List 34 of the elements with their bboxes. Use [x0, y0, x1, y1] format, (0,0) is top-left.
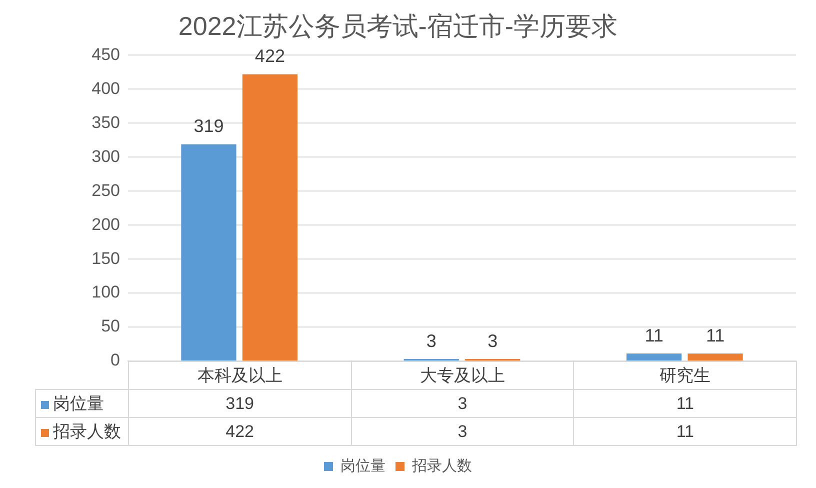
text: 岗位量: [340, 458, 386, 475]
y-tick-label: 0: [110, 350, 120, 370]
bar: [181, 144, 236, 360]
annotation: 3: [488, 330, 498, 351]
x-tick-label: 研究生: [574, 362, 796, 390]
legend-label: 岗位量: [36, 390, 128, 418]
data-label: 422: [128, 418, 352, 446]
annotation: 319: [194, 116, 224, 136]
y-tick-label: 100: [92, 282, 120, 302]
text: 招录人数: [53, 422, 121, 441]
y-tick-label: 150: [92, 248, 120, 268]
bar: [688, 354, 743, 360]
y-tick-label: 200: [92, 214, 120, 234]
y-tick-label: 300: [92, 146, 120, 166]
data-label: 319: [128, 390, 352, 418]
bar: [242, 74, 298, 360]
data-label: 3: [351, 390, 574, 418]
y-tick-label: 400: [92, 78, 120, 98]
y-tick-label: 350: [92, 112, 120, 132]
y-tick-label: 450: [92, 44, 120, 64]
data-label: 11: [574, 418, 796, 446]
annotation: 422: [254, 46, 285, 66]
annotation: 3: [426, 330, 436, 351]
y-tick-label: 250: [92, 180, 120, 200]
x-tick-label: 本科及以上: [128, 362, 352, 390]
data-label: 3: [351, 418, 574, 446]
chart-title: 2022江苏公务员考试-宿迁市-学历要求: [178, 10, 618, 41]
x-tick-label: 大专及以上: [351, 362, 574, 390]
bar: [626, 354, 682, 360]
data-label: 11: [574, 390, 796, 418]
legend-label: 招录人数: [411, 458, 472, 475]
y-tick-label: 50: [101, 316, 120, 336]
annotation: 11: [644, 325, 664, 346]
annotation: 11: [706, 325, 725, 346]
